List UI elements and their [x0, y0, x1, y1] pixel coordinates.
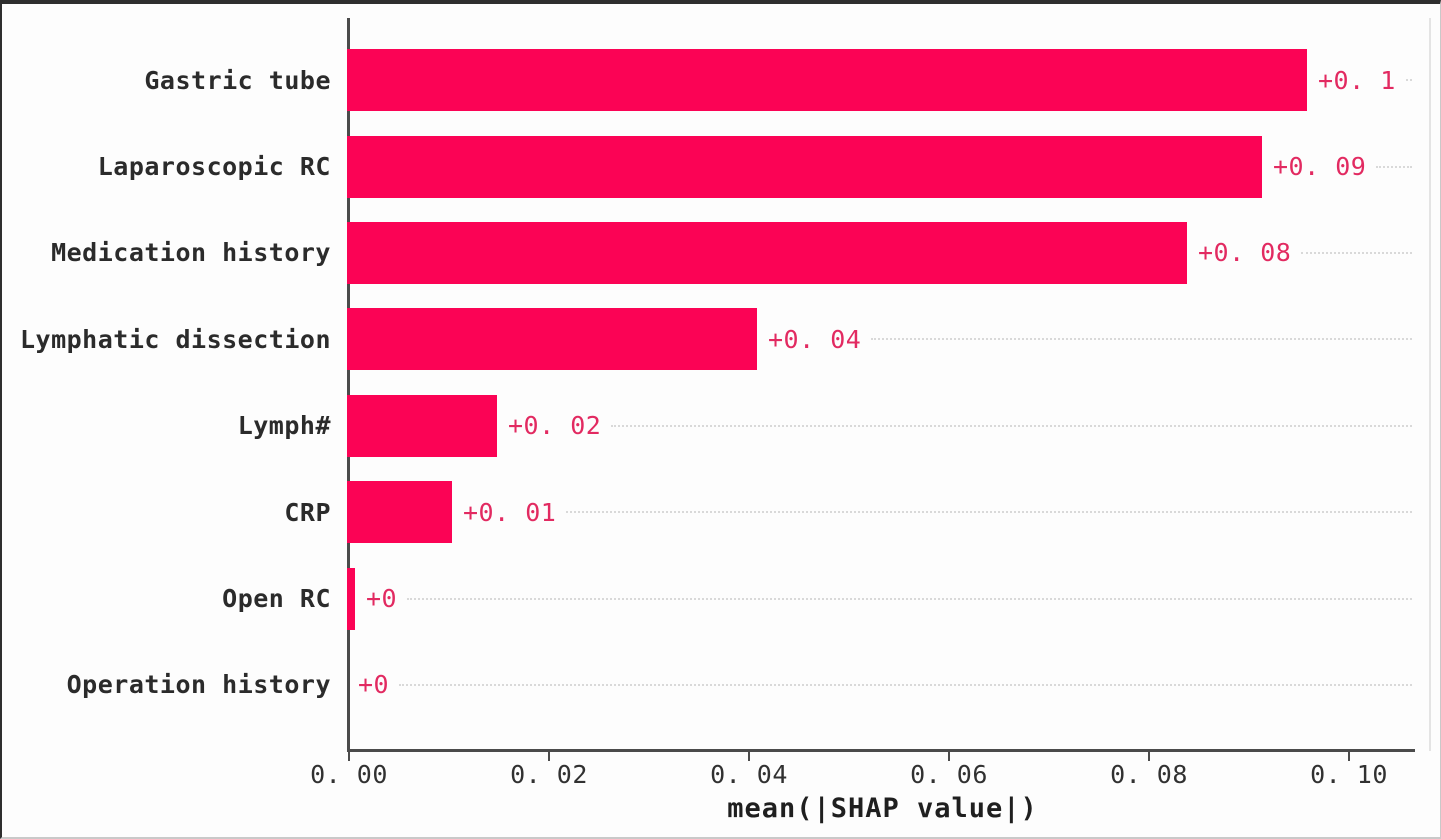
- bar-value-label: +0: [358, 670, 390, 700]
- category-label: Open RC: [222, 584, 331, 614]
- bar: [347, 394, 497, 457]
- bar-value-label: +0. 09: [1273, 152, 1367, 182]
- bar-row: Gastric tube +0. 1: [2, 37, 1440, 123]
- x-axis-line: [347, 749, 1415, 752]
- bar-row: Open RC +0: [2, 555, 1440, 641]
- bar-rows: Gastric tube +0. 1 Laparoscopic RC +0. 0…: [2, 37, 1440, 728]
- leader-dotted-line: [1301, 251, 1412, 254]
- bar-value-label: +0. 1: [1318, 65, 1396, 95]
- category-label: Lymphatic dissection: [19, 324, 331, 354]
- category-label: Operation history: [66, 670, 331, 700]
- category-label: Medication history: [51, 238, 331, 268]
- x-tick-label: 0. 06: [910, 760, 988, 789]
- category-label: Lymph#: [237, 411, 331, 441]
- x-tick-mark: [948, 752, 950, 761]
- x-tick-mark: [748, 752, 750, 761]
- bar-row: Laparoscopic RC +0. 09: [2, 123, 1440, 209]
- leader-dotted-line: [1376, 165, 1412, 168]
- bar: [347, 481, 452, 544]
- x-tick-label: 0. 00: [310, 760, 388, 789]
- x-tick-mark: [1148, 752, 1150, 761]
- bar-value-label: +0. 04: [768, 324, 862, 354]
- bar-row: Medication history +0. 08: [2, 210, 1440, 296]
- bar-row: Lymphatic dissection +0. 04: [2, 296, 1440, 382]
- bar-value-label: +0. 02: [508, 411, 602, 441]
- bar: [347, 135, 1262, 198]
- bar-value-label: +0: [366, 584, 398, 614]
- leader-dotted-line: [399, 683, 1412, 686]
- bar: [347, 49, 1307, 112]
- category-label: Gastric tube: [144, 65, 331, 95]
- leader-dotted-line: [1405, 79, 1412, 82]
- leader-dotted-line: [871, 338, 1412, 341]
- x-tick-label: 0. 10: [1310, 760, 1388, 789]
- x-tick-mark: [1348, 752, 1350, 761]
- bar: [347, 567, 355, 630]
- x-tick-mark: [348, 752, 350, 761]
- x-tick-label: 0. 02: [510, 760, 588, 789]
- x-axis-title: mean(|SHAP value|): [727, 793, 1038, 824]
- x-tick-label: 0. 04: [710, 760, 788, 789]
- bar-row: Operation history +0: [2, 642, 1440, 728]
- leader-dotted-line: [566, 511, 1412, 514]
- y-axis-spine: [347, 18, 350, 751]
- leader-dotted-line: [611, 424, 1412, 427]
- bar-value-label: +0. 01: [463, 497, 557, 527]
- bar: [347, 221, 1187, 284]
- x-tick-mark: [548, 752, 550, 761]
- bar-row: CRP +0. 01: [2, 469, 1440, 555]
- plot-right-border: [1429, 18, 1431, 751]
- bar: [347, 308, 757, 371]
- category-label: CRP: [284, 497, 331, 527]
- x-tick-label: 0. 08: [1110, 760, 1188, 789]
- bar-row: Lymph# +0. 02: [2, 383, 1440, 469]
- bar-value-label: +0. 08: [1198, 238, 1292, 268]
- leader-dotted-line: [407, 597, 1412, 600]
- category-label: Laparoscopic RC: [97, 152, 331, 182]
